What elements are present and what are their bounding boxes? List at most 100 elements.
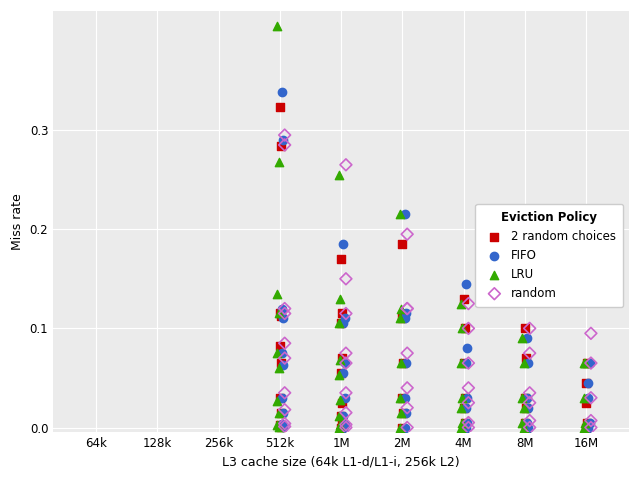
2 random choices [520,419,530,426]
FIFO [461,359,471,367]
FIFO [461,280,471,288]
LRU [579,424,589,432]
LRU [333,412,344,420]
2 random choices [336,255,346,263]
random [341,310,351,317]
2 random choices [336,320,346,327]
LRU [395,394,405,402]
LRU [517,335,527,342]
2 random choices [397,394,408,402]
LRU [396,409,406,417]
LRU [273,423,284,431]
random [341,420,351,428]
FIFO [401,359,411,367]
random [402,349,412,357]
2 random choices [276,142,286,150]
FIFO [583,379,593,387]
FIFO [340,394,350,402]
2 random choices [521,424,531,432]
FIFO [340,314,350,322]
random [586,329,596,337]
random [341,409,351,417]
FIFO [340,420,350,428]
LRU [456,404,466,411]
LRU [395,424,405,432]
FIFO [340,359,350,367]
LRU [456,424,466,432]
2 random choices [458,424,468,432]
FIFO [399,394,410,402]
FIFO [399,424,410,432]
random [280,310,290,317]
FIFO [461,404,471,411]
FIFO [524,359,534,367]
LRU [395,211,405,218]
LRU [335,396,345,404]
2 random choices [276,312,286,320]
LRU [333,320,344,327]
2 random choices [460,419,470,426]
random [463,424,474,432]
2 random choices [337,354,348,362]
random [463,419,474,426]
2 random choices [336,424,346,432]
2 random choices [275,310,285,317]
Y-axis label: Miss rate: Miss rate [11,193,24,250]
FIFO [399,314,410,322]
LRU [457,419,467,426]
FIFO [278,409,289,417]
random [525,349,535,357]
2 random choices [336,412,346,420]
FIFO [401,409,411,417]
LRU [396,305,406,312]
LRU [333,371,344,379]
2 random choices [460,394,470,402]
LRU [335,356,345,364]
random [586,424,596,432]
FIFO [339,412,349,420]
random [280,305,290,312]
2 random choices [275,420,285,428]
random [586,417,596,424]
random [341,161,351,168]
LRU [273,158,284,166]
LRU [517,419,527,426]
LRU [272,397,282,405]
2 random choices [397,424,408,432]
LRU [457,394,467,402]
FIFO [277,420,287,427]
2 random choices [275,394,285,402]
random [402,404,412,411]
FIFO [277,349,287,357]
LRU [273,310,284,317]
random [525,399,535,407]
FIFO [278,314,289,322]
2 random choices [458,359,468,367]
2 random choices [337,420,348,428]
2 random choices [460,324,470,332]
FIFO [462,419,472,426]
LRU [456,300,466,307]
LRU [273,409,284,417]
FIFO [522,335,532,342]
LRU [273,364,284,372]
FIFO [277,394,287,402]
LRU [579,359,589,367]
2 random choices [276,409,286,417]
FIFO [401,310,411,317]
FIFO [583,394,593,402]
LRU [518,359,529,367]
LRU [580,359,590,367]
random [525,424,535,432]
random [280,339,290,347]
random [280,389,290,396]
FIFO [339,320,349,327]
LRU [518,404,529,411]
FIFO [278,423,289,431]
2 random choices [275,342,285,350]
2 random choices [458,404,468,411]
Legend: 2 random choices, FIFO, LRU, random: 2 random choices, FIFO, LRU, random [476,204,623,307]
LRU [396,359,406,367]
FIFO [524,424,534,432]
LRU [333,424,344,432]
